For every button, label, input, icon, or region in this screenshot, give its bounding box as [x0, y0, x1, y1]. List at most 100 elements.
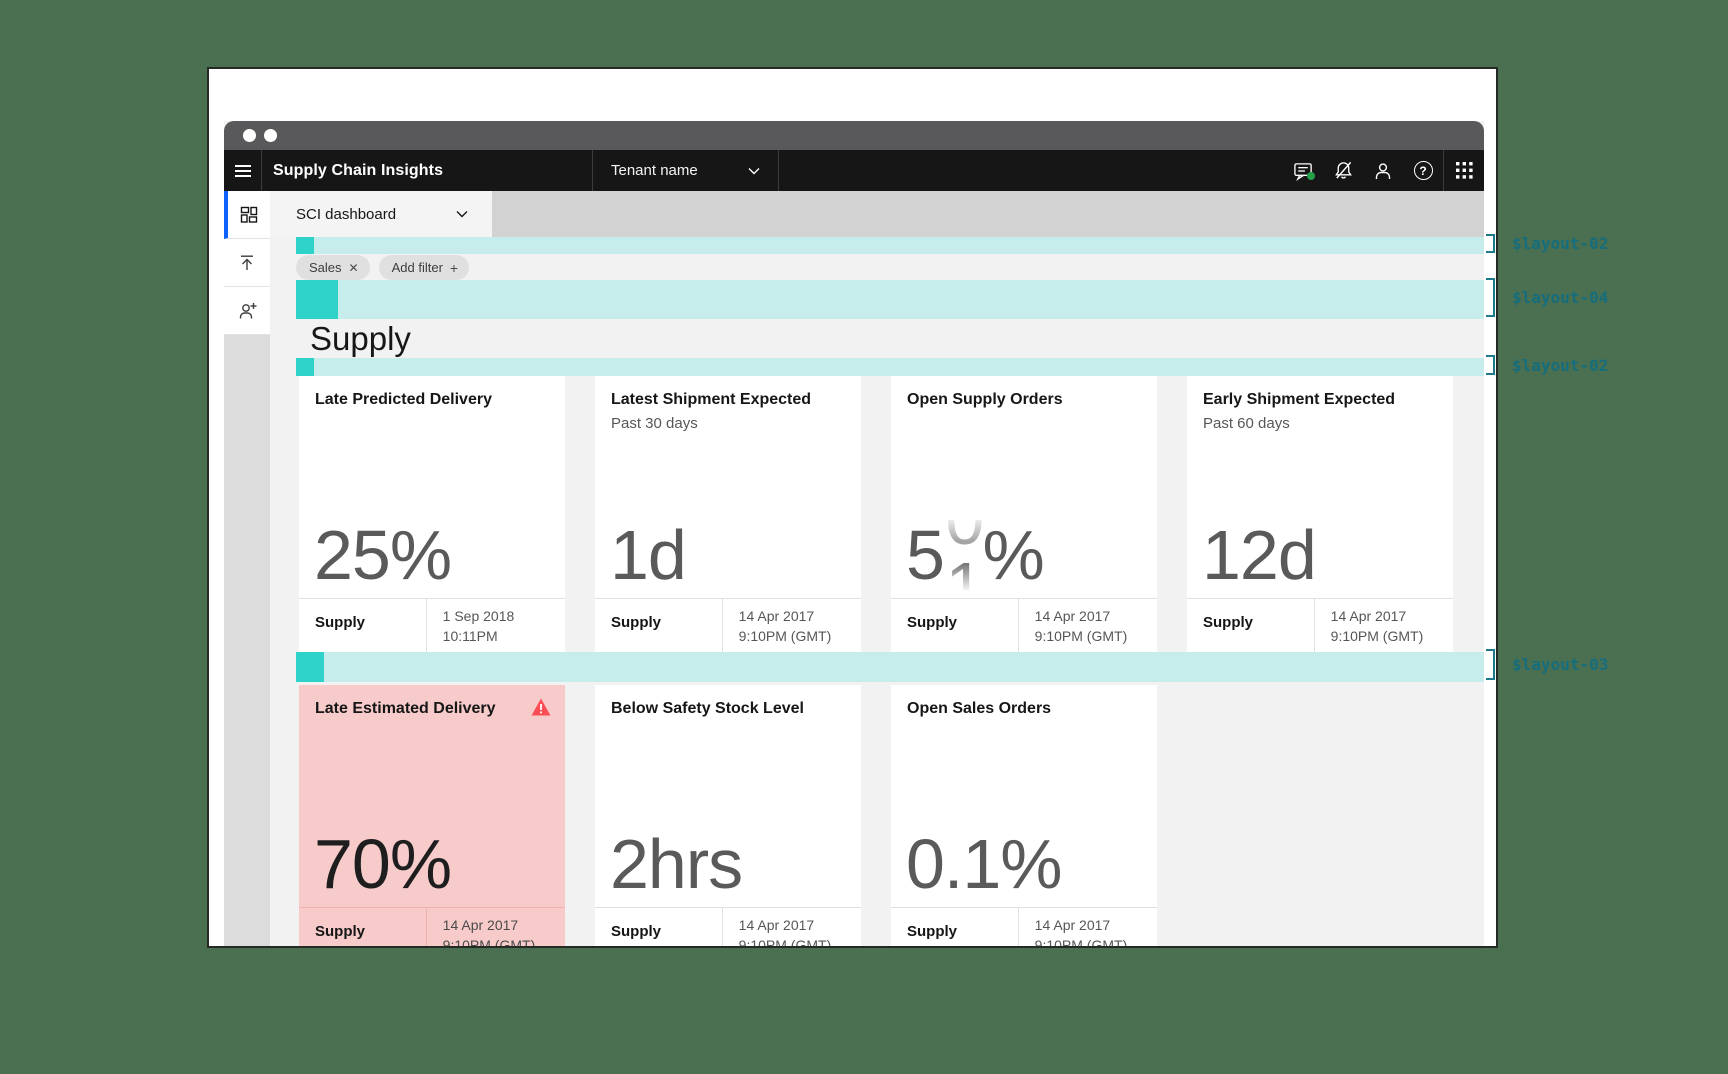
spacing-annotation-4: $layout-03 [1486, 649, 1608, 680]
measure-bracket-icon [1486, 649, 1495, 680]
sidebar-item-add-user[interactable] [224, 287, 270, 335]
timestamp-date: 14 Apr 2017 [1330, 608, 1407, 624]
sidebar-item-upload[interactable] [224, 239, 270, 287]
measure-bracket-icon [1486, 278, 1495, 317]
card-footer: Supply 14 Apr 2017 9:10PM (GMT) [891, 907, 1157, 948]
add-user-icon [238, 302, 257, 320]
left-nav-rail [224, 191, 270, 946]
card-value: 25% [314, 516, 452, 594]
app-switcher-icon [1455, 162, 1473, 179]
app-switcher-button[interactable] [1444, 150, 1484, 191]
user-icon [1373, 161, 1393, 181]
timestamp-time: 9:10PM (GMT) [1330, 627, 1424, 644]
spacing-token-label: $layout-04 [1512, 288, 1609, 307]
spacing-token-label: $layout-02 [1512, 355, 1609, 375]
card-source: Supply [299, 908, 427, 946]
filter-tag-label: Sales [309, 260, 342, 275]
card-value: 2hrs [610, 825, 743, 903]
card-value: 70% [314, 825, 452, 903]
notifications-off-button[interactable] [1323, 150, 1363, 191]
card-footer: Supply 14 Apr 2017 9:10PM (GMT) [891, 598, 1157, 652]
menu-button[interactable] [224, 150, 261, 191]
card-title: Open Supply Orders [907, 391, 1063, 408]
dashboard-icon [240, 206, 258, 224]
spacing-annotation-2: $layout-04 [1486, 278, 1608, 317]
timestamp-time: 9:10PM (GMT) [1034, 627, 1128, 644]
tenant-selector-label: Tenant name [611, 162, 698, 179]
timestamp-time: 9:10PM (GMT) [1034, 936, 1128, 948]
timestamp-time: 9:10PM (GMT) [442, 936, 536, 948]
card-footer: Supply 14 Apr 2017 9:10PM (GMT) [299, 907, 565, 948]
card-value: 12d [1202, 516, 1317, 594]
kpi-card-late-predicted-delivery[interactable]: Late Predicted Delivery 25% Supply 1 Sep… [299, 376, 565, 652]
kpi-card-open-sales-orders[interactable]: Open Sales Orders 0.1% Supply 14 Apr 201… [891, 685, 1157, 948]
card-subtitle: Past 60 days [1203, 415, 1290, 432]
warning-icon [531, 698, 551, 716]
layout-spacing-bar-3 [296, 358, 1484, 376]
help-button[interactable]: ? [1403, 150, 1443, 191]
rail-filler [224, 335, 270, 946]
kpi-card-open-supply-orders[interactable]: Open Supply Orders 5 0 1% Supply 14 Apr 20… [891, 376, 1157, 652]
window-control-dot[interactable] [243, 129, 256, 142]
sidebar-item-dashboard[interactable] [224, 191, 270, 239]
kpi-card-below-safety-stock-level[interactable]: Below Safety Stock Level 2hrs Supply 14 … [595, 685, 861, 948]
card-footer: Supply 14 Apr 2017 9:10PM (GMT) [595, 907, 861, 948]
rolling-digit-from: 0 [945, 520, 983, 559]
card-title: Below Safety Stock Level [611, 700, 804, 717]
close-icon[interactable]: ✕ [348, 260, 359, 275]
kpi-card-late-estimated-delivery[interactable]: Late Estimated Delivery 70% [299, 685, 565, 948]
online-status-dot [1307, 172, 1315, 180]
upload-icon [238, 254, 256, 272]
card-footer: Supply 14 Apr 2017 9:10PM (GMT) [1187, 598, 1453, 652]
app-title: Supply Chain Insights [273, 161, 444, 179]
tab-label: SCI dashboard [296, 205, 397, 223]
add-filter-button[interactable]: Add filter + [378, 255, 470, 280]
layout-spacing-bar-2 [296, 280, 1484, 319]
timestamp-time: 10:11PM [442, 627, 498, 644]
timestamp-date: 14 Apr 2017 [1034, 917, 1111, 933]
window-control-dot[interactable] [264, 129, 277, 142]
timestamp-time: 9:10PM (GMT) [738, 936, 832, 948]
card-value-rolling: 5 0 1% [906, 520, 1045, 590]
card-title: Open Sales Orders [907, 700, 1052, 717]
timestamp-time: 9:10PM (GMT) [738, 627, 832, 644]
dashboard-content: Sales ✕ Add filter + Supply [270, 237, 1484, 948]
card-timestamp: 14 Apr 2017 9:10PM (GMT) [427, 908, 565, 948]
tenant-selector[interactable]: Tenant name [592, 150, 779, 191]
card-timestamp: 1 Sep 2018 10:11PM [427, 599, 565, 652]
card-title: Late Estimated Delivery [315, 700, 496, 717]
kpi-card-row-1: Late Predicted Delivery 25% Supply 1 Sep… [299, 376, 1484, 652]
timestamp-date: 1 Sep 2018 [442, 608, 515, 624]
user-profile-button[interactable] [1363, 150, 1403, 191]
card-value: 1d [610, 516, 687, 594]
layout-spacing-bar-1 [296, 237, 1484, 254]
card-timestamp: 14 Apr 2017 9:10PM (GMT) [1315, 599, 1453, 652]
filter-tag-sales[interactable]: Sales ✕ [296, 255, 370, 280]
layout-spacing-bar-4 [296, 652, 1484, 682]
kpi-card-row-2: Late Estimated Delivery 70% [299, 685, 1484, 948]
filter-tags-row: Sales ✕ Add filter + [296, 254, 1484, 280]
card-footer: Supply 1 Sep 2018 10:11PM [299, 598, 565, 652]
help-icon: ? [1413, 161, 1433, 180]
kpi-card-latest-shipment-expected[interactable]: Latest Shipment Expected Past 30 days 1d… [595, 376, 861, 652]
window-titlebar[interactable] [224, 121, 1484, 150]
header-divider [261, 150, 262, 191]
header-divider [1443, 150, 1444, 191]
chevron-down-icon [456, 210, 468, 218]
card-subtitle: Past 30 days [611, 415, 698, 432]
spacing-token-label: $layout-03 [1512, 655, 1609, 674]
plus-icon: + [449, 259, 459, 276]
timestamp-date: 14 Apr 2017 [1034, 608, 1111, 624]
hamburger-icon [234, 162, 251, 180]
card-timestamp: 14 Apr 2017 9:10PM (GMT) [723, 908, 861, 948]
chat-button[interactable] [1283, 150, 1323, 191]
timestamp-date: 14 Apr 2017 [738, 917, 815, 933]
timestamp-date: 14 Apr 2017 [738, 608, 815, 624]
tab-sci-dashboard[interactable]: SCI dashboard [270, 191, 492, 237]
layout-spacing-handle [296, 280, 338, 319]
section-title: Supply [310, 320, 411, 357]
kpi-card-early-shipment-expected[interactable]: Early Shipment Expected Past 60 days 12d… [1187, 376, 1453, 652]
measure-bracket-icon [1486, 355, 1495, 375]
